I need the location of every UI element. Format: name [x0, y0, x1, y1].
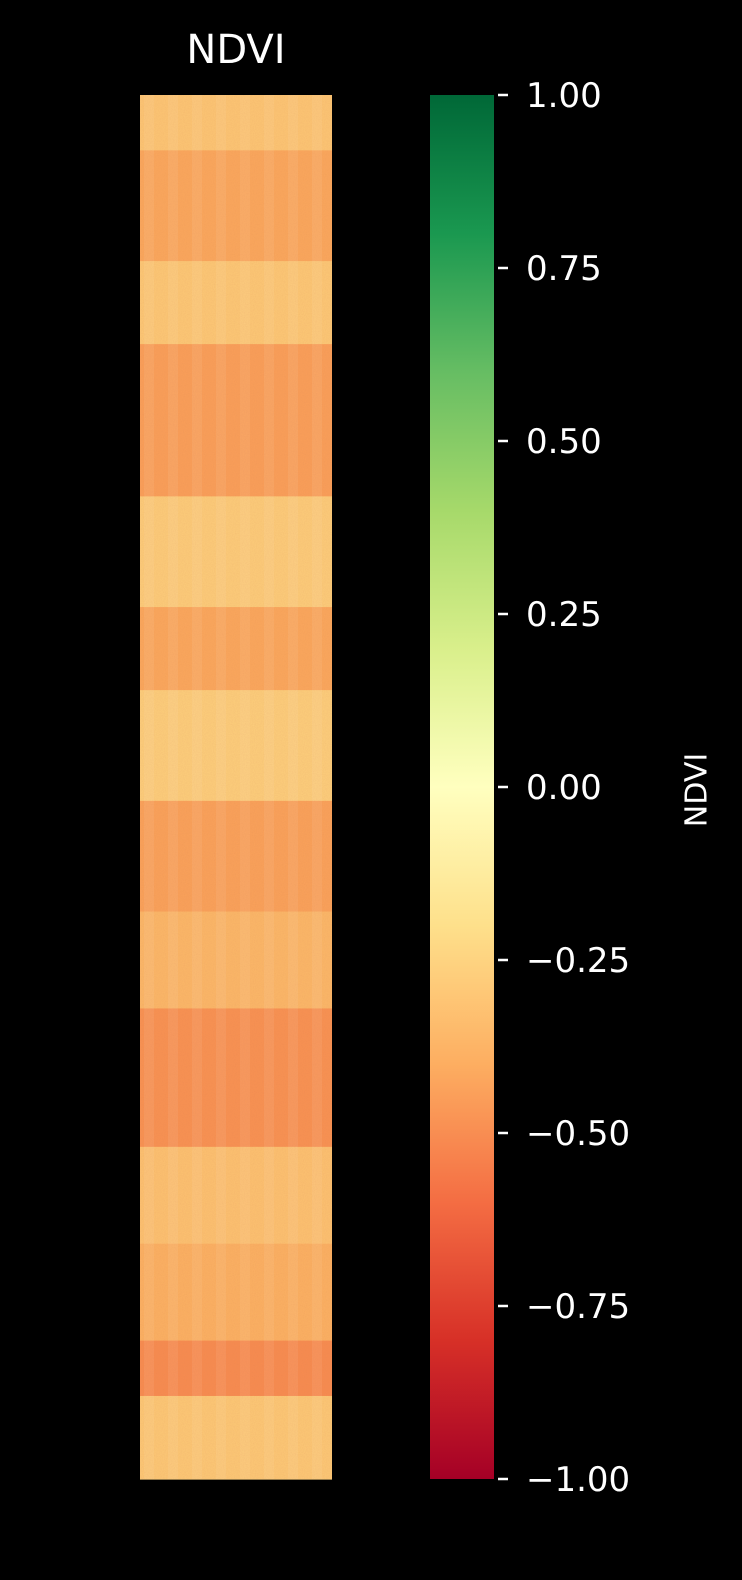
colorbar-tick-label: 0.50 — [526, 422, 602, 462]
colorbar-tick-label: 0.25 — [526, 595, 602, 635]
colorbar-gradient — [430, 95, 494, 1479]
colorbar-tick-label: 1.00 — [526, 76, 602, 116]
colorbar-label: NDVI — [679, 752, 715, 828]
colorbar-ticks: 1.00 0.75 0.50 0.25 0.00 −0.25 −0.50 −0.75 −1.00 — [498, 76, 630, 1500]
colorbar-tick-label: −0.75 — [526, 1287, 630, 1327]
chart-title: NDVI — [186, 27, 286, 73]
colorbar-tick-label: −1.00 — [526, 1460, 630, 1500]
colorbar-tick-label: 0.75 — [526, 249, 602, 289]
ndvi-heatmap — [140, 95, 332, 1480]
colorbar-tick-label: 0.00 — [526, 768, 602, 808]
colorbar-tick-label: −0.25 — [526, 941, 630, 981]
colorbar-tick-label: −0.50 — [526, 1114, 630, 1154]
heatmap-noise — [140, 95, 332, 1479]
colorbar — [430, 95, 494, 1479]
